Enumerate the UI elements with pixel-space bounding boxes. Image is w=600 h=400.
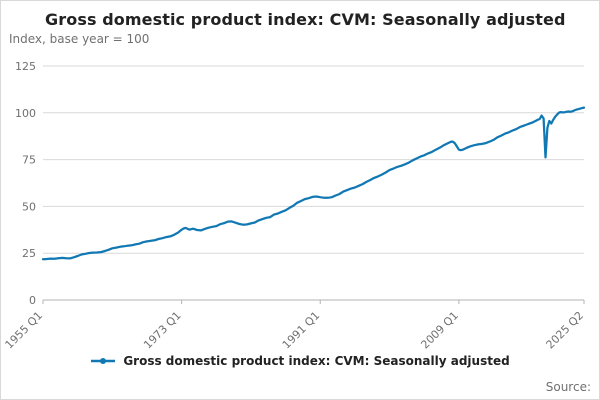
- y-tick-label: 0: [29, 294, 36, 307]
- y-tick-label: 125: [15, 60, 36, 73]
- legend-line-icon: [90, 355, 116, 367]
- y-tick-label: 100: [15, 107, 36, 120]
- y-tick-label: 75: [22, 154, 36, 167]
- x-tick-label: 1973 Q1: [141, 309, 184, 350]
- legend: Gross domestic product index: CVM: Seaso…: [1, 354, 599, 368]
- legend-label: Gross domestic product index: CVM: Seaso…: [123, 354, 510, 368]
- chart-subtitle: Index, base year = 100: [9, 32, 150, 46]
- chart-title: Gross domestic product index: CVM: Seaso…: [45, 10, 566, 29]
- x-tick-label: 2009 Q1: [418, 309, 461, 350]
- y-tick-label: 50: [22, 200, 36, 213]
- x-tick-label: 2025 Q2: [544, 309, 587, 350]
- y-tick-label: 25: [22, 247, 36, 260]
- gdp-series-line: [41, 106, 586, 261]
- gdp-line-chart: 0 25 50 75 100 125 1955 Q1 1973 Q1 1991 Q1 2009 Q…: [3, 60, 587, 350]
- source-attribution: Source:: [545, 380, 591, 394]
- x-tick-label: 1955 Q1: [3, 309, 46, 350]
- x-tick-label: 1991 Q1: [280, 309, 323, 350]
